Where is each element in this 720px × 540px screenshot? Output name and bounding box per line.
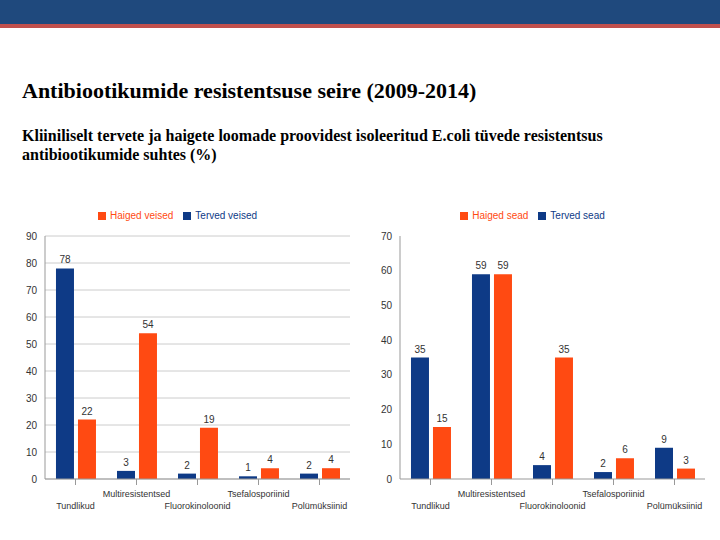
svg-text:3: 3 (123, 457, 129, 468)
svg-text:50: 50 (381, 300, 393, 311)
svg-text:Polümüksiinid: Polümüksiinid (292, 501, 348, 511)
svg-text:0: 0 (386, 474, 392, 485)
svg-text:Tundlikud: Tundlikud (56, 501, 95, 511)
svg-text:20: 20 (381, 404, 393, 415)
svg-text:Fluorokinoloonid: Fluorokinoloonid (519, 501, 585, 511)
svg-text:59: 59 (497, 260, 509, 271)
svg-text:1: 1 (245, 462, 251, 473)
svg-text:70: 70 (26, 285, 38, 296)
html-text:Kliiniliselt tervete ja haiget: Kliiniliselt tervete ja haigete loomade … (22, 127, 603, 163)
svg-text:70: 70 (381, 231, 393, 242)
svg-text:3: 3 (683, 455, 689, 466)
svg-text:20: 20 (26, 420, 38, 431)
svg-text:15: 15 (436, 413, 448, 424)
svg-text:2: 2 (600, 458, 606, 469)
svg-text:19: 19 (203, 414, 215, 425)
svg-text:Tsefalosporiinid: Tsefalosporiinid (582, 489, 644, 499)
svg-text:90: 90 (26, 231, 38, 242)
svg-text:40: 40 (26, 366, 38, 377)
svg-text:80: 80 (26, 258, 38, 269)
svg-text:60: 60 (381, 265, 393, 276)
svg-text:4: 4 (267, 454, 273, 465)
html-text:Terved veised: Terved veised (195, 210, 257, 221)
svg-text:Fluorokinoloonid: Fluorokinoloonid (164, 501, 230, 511)
svg-text:30: 30 (26, 393, 38, 404)
svg-text:2: 2 (306, 460, 312, 471)
svg-text:4: 4 (539, 451, 545, 462)
svg-text:78: 78 (59, 254, 71, 265)
svg-text:50: 50 (26, 339, 38, 350)
svg-text:Polümüksiinid: Polümüksiinid (647, 501, 703, 511)
svg-text:Multiresistentsed: Multiresistentsed (103, 489, 171, 499)
html-text:Haiged sead: Haiged sead (472, 210, 529, 221)
html-text:Antibiootikumide resistentsuse: Antibiootikumide resistentsuse seire (20… (22, 78, 477, 103)
svg-text:Tsefalosporiinid: Tsefalosporiinid (227, 489, 289, 499)
svg-text:0: 0 (31, 474, 37, 485)
svg-text:4: 4 (328, 454, 334, 465)
svg-text:Multiresistentsed: Multiresistentsed (458, 489, 526, 499)
svg-text:60: 60 (26, 312, 38, 323)
svg-text:6: 6 (622, 444, 628, 455)
svg-text:9: 9 (661, 434, 667, 445)
svg-text:Tundlikud: Tundlikud (411, 501, 450, 511)
svg-text:10: 10 (26, 447, 38, 458)
svg-text:30: 30 (381, 369, 393, 380)
svg-text:35: 35 (414, 344, 426, 355)
svg-text:2: 2 (184, 460, 190, 471)
html-text:Haiged veised: Haiged veised (110, 210, 174, 221)
svg-text:40: 40 (381, 335, 393, 346)
svg-text:59: 59 (475, 260, 487, 271)
svg-text:10: 10 (381, 439, 393, 450)
svg-text:22: 22 (81, 406, 93, 417)
svg-text:35: 35 (558, 344, 570, 355)
html-text:Terved sead: Terved sead (550, 210, 605, 221)
svg-text:54: 54 (142, 319, 154, 330)
